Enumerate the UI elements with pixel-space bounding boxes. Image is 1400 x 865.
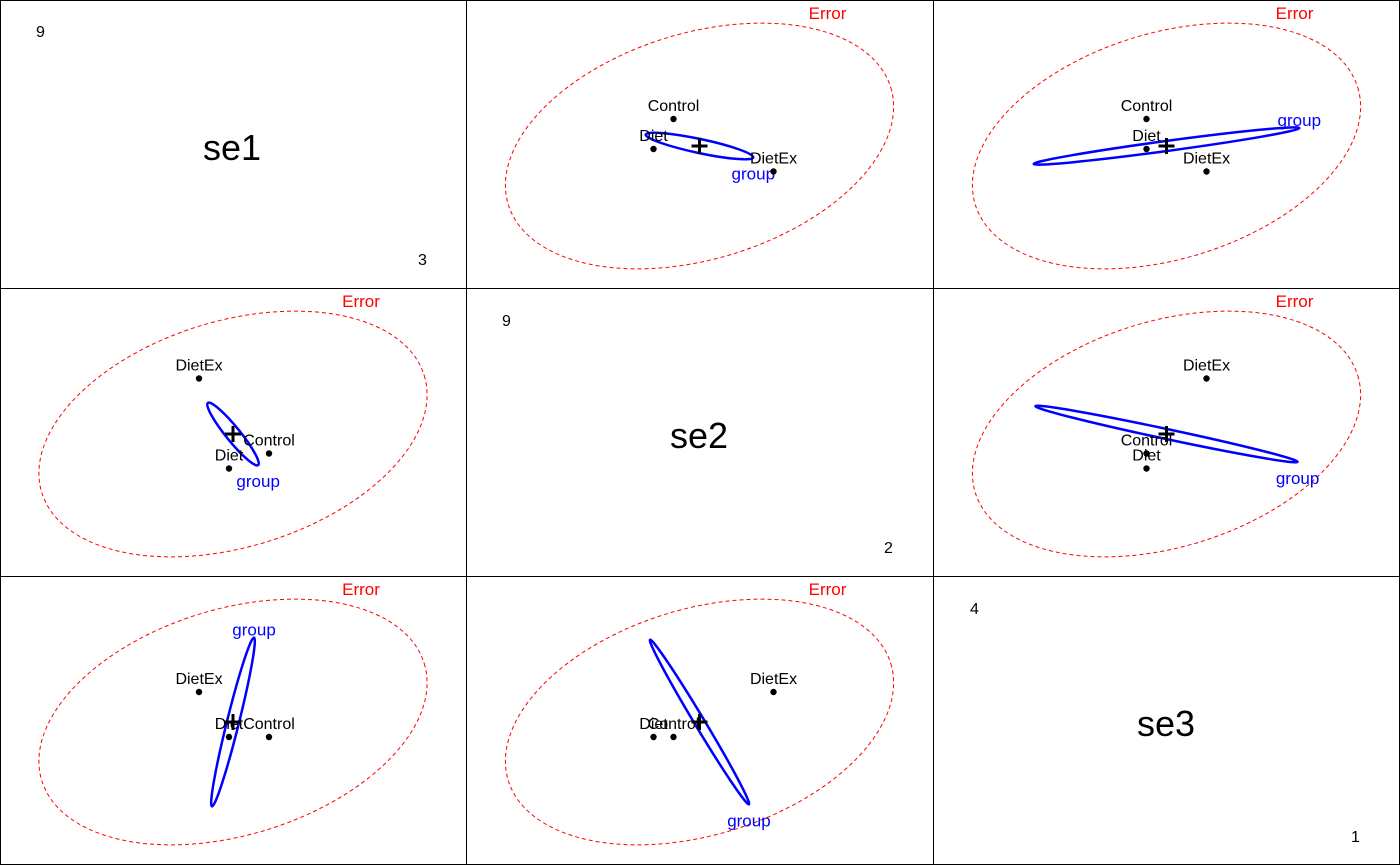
panel-se1-vs-se3: Error group Control Diet DietEx [971, 4, 1362, 270]
error-ellipse-label: Error [1276, 292, 1314, 311]
error-ellipse [504, 22, 895, 270]
mean-label-diet: Diet [215, 716, 244, 733]
mean-point-diet [650, 145, 657, 153]
grand-mean-marker [225, 714, 241, 730]
mean-label-dietex: DietEx [175, 671, 222, 688]
range-min-se2: 2 [884, 540, 893, 557]
mean-point-control [265, 450, 273, 457]
mean-label-control: Control [243, 433, 295, 450]
error-ellipse [38, 310, 428, 558]
mean-point-dietex [195, 688, 203, 696]
hypothesis-label: group [727, 811, 770, 830]
mean-point-control [670, 115, 677, 123]
error-ellipse [504, 598, 895, 846]
diagonal-title-se3: se3 [1137, 703, 1195, 744]
range-max-se3: 4 [970, 601, 979, 618]
mean-label-control: Control [648, 716, 700, 733]
hypothesis-label: group [1278, 111, 1321, 130]
mean-label-diet: Diet [639, 716, 668, 733]
mean-label-control: Control [1121, 98, 1173, 115]
mean-point-diet [225, 733, 233, 741]
mean-label-diet: Diet [1132, 448, 1161, 465]
mean-point-dietex [770, 168, 777, 175]
mean-label-dietex: DietEx [1183, 151, 1230, 168]
grand-mean-marker [225, 426, 241, 442]
mean-point-diet [1143, 465, 1150, 472]
diagonal-title-se2: se2 [670, 415, 728, 456]
grand-mean-marker [691, 714, 708, 730]
mean-point-dietex [195, 375, 203, 382]
mean-point-diet [1143, 145, 1150, 153]
mean-point-control [1143, 115, 1150, 123]
diagonal-panel-se2: se2 9 2 [502, 313, 893, 557]
error-ellipse [971, 310, 1362, 558]
mean-point-control [1143, 450, 1150, 457]
mean-point-dietex [770, 688, 777, 696]
mean-label-control: Control [1121, 433, 1173, 450]
mean-label-control: Control [243, 716, 295, 733]
hypothesis-label: group [1276, 469, 1319, 488]
mean-point-dietex [1203, 168, 1210, 175]
error-ellipse-label: Error [1276, 4, 1314, 23]
mean-label-dietex: DietEx [1183, 358, 1230, 375]
error-ellipse [38, 598, 428, 846]
error-ellipse-label: Error [809, 4, 847, 23]
mean-label-dietex: DietEx [750, 151, 797, 168]
mean-label-diet: Diet [215, 448, 244, 465]
mean-label-diet: Diet [639, 128, 668, 145]
hypothesis-label: group [232, 621, 275, 640]
mean-label-diet: Diet [1132, 128, 1161, 145]
mean-label-control: Control [648, 98, 700, 115]
error-ellipse-label: Error [809, 580, 847, 599]
mean-point-control [670, 733, 677, 741]
error-ellipse [971, 22, 1362, 270]
mean-point-diet [650, 733, 657, 741]
diagonal-panel-se3: se3 4 1 [970, 601, 1360, 846]
range-max-se1: 9 [36, 24, 45, 41]
range-max-se2: 9 [502, 313, 511, 330]
off-diagonal-panels: ErrorgroupControlDietDietExErrorgroupCon… [38, 4, 1362, 846]
range-min-se3: 1 [1351, 829, 1360, 846]
panel-se1-vs-se2: Error group Control Diet DietEx [504, 4, 895, 270]
range-min-se1: 3 [418, 252, 427, 269]
error-ellipse-label: Error [342, 292, 380, 311]
diagonal-title-se1: se1 [203, 127, 261, 168]
grand-mean-marker [1158, 138, 1175, 154]
grand-mean-marker [691, 138, 708, 154]
mean-point-dietex [1203, 375, 1210, 382]
mean-label-dietex: DietEx [750, 671, 797, 688]
diagonal-panel-se1: se1 9 3 [36, 24, 427, 269]
hypothesis-ellipse [205, 401, 261, 467]
grand-mean-marker [1158, 426, 1175, 442]
mean-point-control [265, 733, 273, 741]
error-ellipse-label: Error [342, 580, 380, 599]
hypothesis-label: group [732, 164, 775, 183]
mean-label-dietex: DietEx [175, 358, 222, 375]
hypothesis-ellipse [648, 638, 751, 806]
mean-point-diet [225, 465, 233, 472]
hypothesis-label: group [236, 472, 279, 491]
